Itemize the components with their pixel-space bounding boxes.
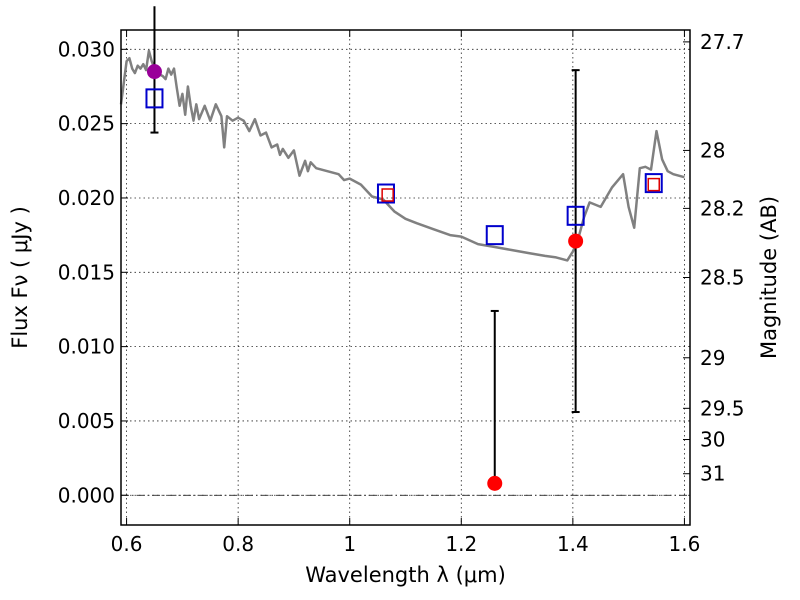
y2-axis-title: Magnitude (AB) xyxy=(757,196,781,359)
magnitude-tick-label: 30 xyxy=(700,428,725,452)
y-tick-label: 0.010 xyxy=(58,335,115,359)
x-tick-label: 0.8 xyxy=(222,532,254,556)
x-tick-label: 1 xyxy=(343,532,356,556)
observed-photometry-point xyxy=(487,475,503,491)
model-photometry-square xyxy=(566,205,585,226)
magnitude-tick-label: 28.2 xyxy=(700,196,745,220)
y-tick-label: 0.030 xyxy=(58,37,115,61)
y-tick-label: 0.020 xyxy=(58,186,115,210)
model-photometry-inner-square xyxy=(647,177,660,192)
model-photometry-layer xyxy=(145,88,663,246)
x-tick-label: 1.2 xyxy=(445,532,477,556)
model-photometry-square xyxy=(145,88,164,109)
observed-photometry-point xyxy=(568,233,584,249)
magnitude-tick-label: 28 xyxy=(700,138,725,162)
model-photometry-square xyxy=(376,183,395,204)
y-axis-right-magnitude: 27.7 28 28.2 28.5 29 29.5 30 31 xyxy=(683,30,745,486)
y-tick-label: 0.005 xyxy=(58,409,115,433)
y-tick-label: 0.025 xyxy=(58,112,115,136)
magnitude-tick-label: 29 xyxy=(700,346,725,370)
x-tick-label: 1.6 xyxy=(669,532,701,556)
y-tick-label: 0.015 xyxy=(58,260,115,284)
model-photometry-inner-square xyxy=(381,188,394,202)
x-tick-label: 1.4 xyxy=(557,532,589,556)
model-photometry-square xyxy=(485,225,504,246)
y-tick-label: 0.000 xyxy=(58,483,115,507)
magnitude-tick-label: 27.7 xyxy=(700,30,745,54)
x-axis-title: Wavelength λ (μm) xyxy=(305,563,506,587)
magnitude-tick-label: 29.5 xyxy=(700,396,745,420)
x-tick-label: 0.6 xyxy=(111,532,143,556)
observed-photometry-point xyxy=(146,64,162,80)
y-axis-title: Flux Fν ( μJy ) xyxy=(8,206,32,349)
magnitude-tick-label: 28.5 xyxy=(700,266,745,290)
magnitude-tick-label: 31 xyxy=(700,462,725,486)
observed-photometry-layer xyxy=(146,64,584,491)
model-photometry-square xyxy=(644,173,663,194)
x-axis: 0.6 0.8 1 1.2 1.4 1.6 xyxy=(111,30,701,556)
y-axis-left: 0.000 0.005 0.010 0.015 0.020 0.025 0.030 xyxy=(58,37,128,507)
